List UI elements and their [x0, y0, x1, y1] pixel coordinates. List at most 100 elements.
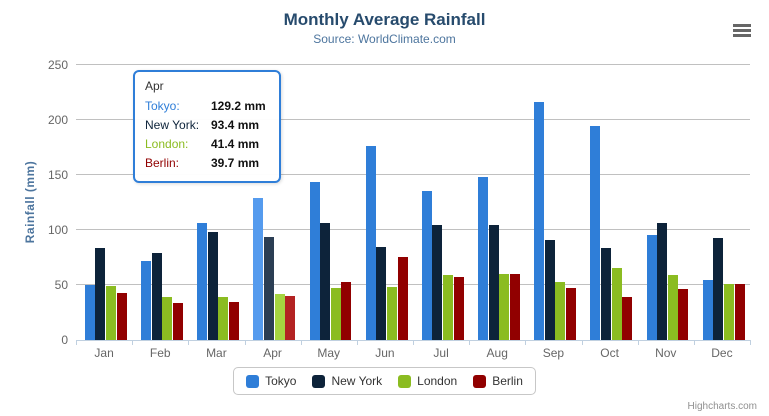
- bar-london-jan[interactable]: [106, 286, 117, 340]
- gridline: [76, 64, 750, 65]
- y-axis-label: 50: [54, 278, 68, 292]
- hamburger-menu-icon: [733, 23, 751, 27]
- x-axis-tick: [750, 340, 751, 345]
- bar-london-sep[interactable]: [555, 282, 566, 340]
- bar-berlin-jan[interactable]: [116, 293, 127, 340]
- x-axis-tick: [76, 340, 77, 345]
- chart-title: Monthly Average Rainfall: [283, 10, 486, 29]
- x-axis-label: Mar: [206, 346, 227, 360]
- bar-london-may[interactable]: [330, 288, 341, 340]
- x-axis-label: Dec: [711, 346, 733, 360]
- bar-new-york-aug[interactable]: [488, 225, 499, 340]
- bar-new-york-feb[interactable]: [151, 253, 162, 340]
- bar-new-york-sep[interactable]: [544, 239, 555, 340]
- bar-london-jul[interactable]: [443, 275, 454, 340]
- x-axis-label: Oct: [600, 346, 619, 360]
- bar-new-york-apr[interactable]: [263, 237, 274, 340]
- bar-london-mar[interactable]: [218, 296, 229, 340]
- bar-london-apr[interactable]: [274, 294, 285, 340]
- export-menu-button[interactable]: [728, 18, 756, 42]
- x-axis-label: Sep: [542, 346, 565, 360]
- legend-label: Berlin: [492, 374, 523, 388]
- plot-area: 0 50 100 150 200 250 Jan Feb Mar Apr May Jun Jul Aug S…: [48, 58, 751, 360]
- bar-tokyo-aug[interactable]: [478, 176, 489, 340]
- legend-swatch-icon: [312, 374, 326, 388]
- gridline: [76, 119, 750, 120]
- tooltip-series-label: Tokyo:: [145, 99, 180, 113]
- legend-swatch-icon: [246, 374, 260, 388]
- x-axis-label: Apr: [263, 346, 282, 360]
- bar-berlin-dec[interactable]: [734, 283, 745, 340]
- y-axis-label: 100: [47, 223, 68, 237]
- bar-tokyo-may[interactable]: [309, 181, 320, 340]
- bar-tokyo-jul[interactable]: [421, 190, 432, 340]
- bar-tokyo-nov[interactable]: [646, 234, 657, 340]
- hamburger-menu-icon: [733, 28, 751, 32]
- x-axis-label: Aug: [486, 346, 508, 360]
- bar-tokyo-apr[interactable]: [253, 197, 264, 340]
- bar-new-york-mar[interactable]: [207, 231, 218, 340]
- bar-new-york-jan[interactable]: [95, 248, 106, 340]
- bar-berlin-apr[interactable]: [285, 296, 296, 340]
- bar-london-aug[interactable]: [499, 274, 510, 340]
- x-axis-tick: [132, 340, 133, 345]
- bar-new-york-oct[interactable]: [600, 248, 611, 340]
- bar-new-york-may[interactable]: [320, 223, 331, 340]
- bar-new-york-jul[interactable]: [432, 224, 443, 340]
- bar-london-feb[interactable]: [162, 297, 173, 340]
- bar-tokyo-jan[interactable]: [84, 285, 95, 340]
- bar-berlin-aug[interactable]: [509, 273, 520, 340]
- tooltip-value: 41.4 mm: [211, 137, 260, 151]
- tooltip-row: New York: 93.4 mm: [145, 116, 269, 135]
- bar-berlin-mar[interactable]: [229, 302, 240, 340]
- tooltip-row: Berlin: 39.7 mm: [145, 154, 269, 173]
- bar-tokyo-mar[interactable]: [197, 222, 208, 340]
- legend-item-london[interactable]: London: [398, 374, 457, 388]
- bar-tokyo-sep[interactable]: [534, 101, 545, 340]
- gridline: [76, 229, 750, 230]
- legend-item-tokyo[interactable]: Tokyo: [246, 374, 296, 388]
- legend-item-new-york[interactable]: New York: [312, 374, 382, 388]
- bar-tokyo-oct[interactable]: [590, 126, 601, 340]
- bar-london-dec[interactable]: [723, 283, 734, 340]
- credits-link[interactable]: Highcharts.com: [687, 401, 757, 412]
- y-axis-label: 0: [61, 333, 68, 347]
- bar-tokyo-feb[interactable]: [141, 261, 152, 340]
- legend-label: London: [417, 374, 458, 388]
- x-axis-label: Feb: [149, 346, 171, 360]
- bar-london-oct[interactable]: [611, 268, 622, 340]
- bar-london-jun[interactable]: [386, 286, 397, 340]
- x-axis-label: Jan: [94, 346, 114, 360]
- bar-berlin-nov[interactable]: [678, 288, 689, 340]
- legend-label: New York: [331, 374, 383, 388]
- tooltip-row: London: 41.4 mm: [145, 135, 269, 154]
- tooltip-value: 39.7 mm: [211, 156, 260, 170]
- legend: Tokyo New York London Berlin: [0, 367, 769, 395]
- bar-tokyo-jun[interactable]: [365, 146, 376, 340]
- bar-new-york-jun[interactable]: [376, 247, 387, 340]
- x-axis-label: Nov: [655, 346, 677, 360]
- bar-berlin-sep[interactable]: [566, 287, 577, 340]
- bar-new-york-nov[interactable]: [657, 222, 668, 340]
- bar-tokyo-dec[interactable]: [702, 280, 713, 340]
- x-axis-tick: [525, 340, 526, 345]
- legend-swatch-icon: [473, 374, 487, 388]
- bar-berlin-may[interactable]: [341, 282, 352, 340]
- tooltip-series-label: London:: [145, 137, 189, 151]
- bar-london-nov[interactable]: [667, 274, 678, 340]
- bar-berlin-jun[interactable]: [397, 256, 408, 340]
- x-axis-tick: [582, 340, 583, 345]
- gridline: [76, 174, 750, 175]
- bar-new-york-dec[interactable]: [713, 238, 724, 340]
- bar-berlin-feb[interactable]: [172, 303, 183, 340]
- y-axis-label: 250: [47, 58, 68, 72]
- bar-berlin-jul[interactable]: [453, 276, 464, 340]
- y-axis-label: 150: [47, 168, 68, 182]
- tooltip-series-label: Berlin:: [145, 156, 180, 170]
- tooltip-header: Apr: [145, 79, 164, 93]
- y-axis-label: 200: [47, 113, 68, 127]
- x-axis-tick: [638, 340, 639, 345]
- bar-berlin-oct[interactable]: [622, 296, 633, 340]
- legend-item-berlin[interactable]: Berlin: [473, 374, 523, 388]
